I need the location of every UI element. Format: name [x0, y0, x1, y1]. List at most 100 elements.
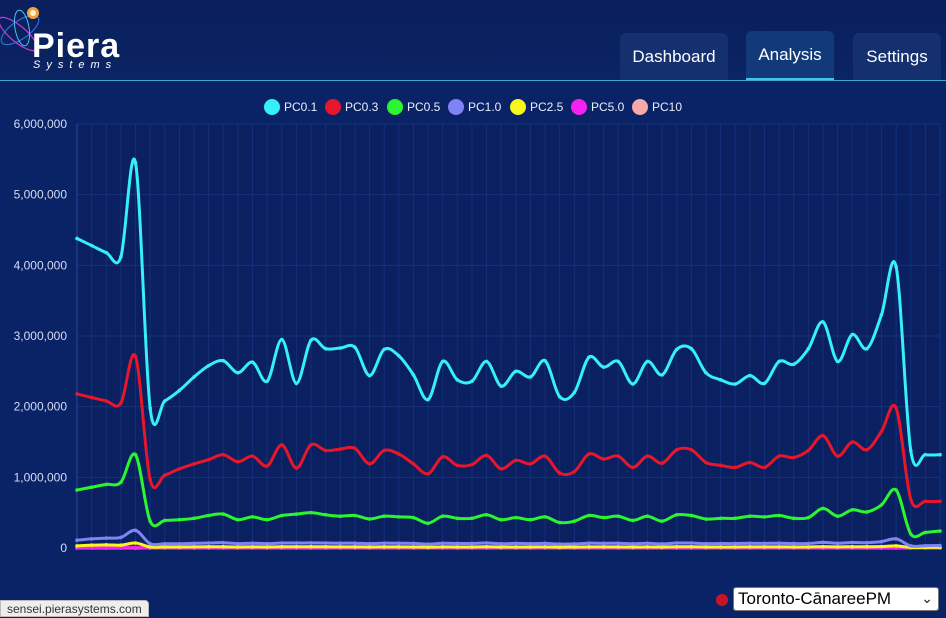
data-point	[280, 443, 284, 447]
data-point	[441, 541, 445, 545]
data-point	[338, 447, 342, 451]
data-point	[909, 497, 913, 501]
data-point	[850, 440, 854, 444]
piera-logo[interactable]: Piera Systems	[0, 0, 150, 78]
data-point	[646, 360, 650, 364]
data-point	[397, 354, 401, 358]
data-point	[733, 466, 737, 470]
data-point	[221, 512, 225, 516]
data-point	[221, 359, 225, 363]
data-point	[792, 545, 796, 549]
data-point	[207, 458, 211, 462]
data-point	[134, 355, 138, 359]
data-point	[660, 545, 664, 549]
data-point	[675, 348, 679, 352]
data-point	[412, 516, 416, 520]
data-point	[894, 488, 898, 492]
data-point	[163, 545, 167, 549]
data-point	[660, 373, 664, 377]
data-point	[75, 392, 79, 396]
y-tick-label: 3,000,000	[14, 329, 68, 343]
data-point	[777, 360, 781, 364]
data-point	[251, 454, 255, 458]
line-chart: 01,000,0002,000,0003,000,0004,000,0005,0…	[0, 82, 946, 602]
data-point	[704, 545, 708, 549]
data-point	[280, 541, 284, 545]
data-point	[368, 374, 372, 378]
data-point	[836, 541, 840, 545]
data-point	[499, 518, 503, 522]
legend-label: PC5.0	[591, 100, 625, 114]
data-point	[178, 542, 182, 546]
data-point	[382, 541, 386, 545]
legend-label: PC1.0	[468, 100, 502, 114]
tab-settings[interactable]: Settings	[853, 33, 941, 80]
data-point	[134, 545, 138, 549]
tab-dashboard[interactable]: Dashboard	[620, 33, 728, 80]
site-selector-value: Toronto-CānareePM	[738, 589, 891, 609]
legend-label: PC0.1	[284, 100, 318, 114]
data-point	[353, 541, 357, 545]
data-point	[75, 544, 79, 548]
y-tick-label: 5,000,000	[14, 188, 68, 202]
data-point	[719, 464, 723, 468]
data-point	[675, 513, 679, 517]
data-point	[178, 518, 182, 522]
data-point	[236, 518, 240, 522]
site-selector[interactable]: Toronto-CānareePM ⌄	[733, 587, 939, 611]
data-point	[880, 503, 884, 507]
data-point	[397, 545, 401, 549]
data-point	[924, 500, 928, 504]
data-point	[587, 541, 591, 545]
data-point	[499, 542, 503, 546]
data-point	[807, 545, 811, 549]
data-point	[207, 541, 211, 545]
data-point	[178, 389, 182, 393]
data-point	[456, 542, 460, 546]
data-point	[265, 545, 269, 549]
data-point	[602, 457, 606, 461]
data-point	[485, 545, 489, 549]
data-point	[178, 545, 182, 549]
data-point	[280, 338, 284, 342]
data-point	[792, 456, 796, 460]
data-point	[382, 348, 386, 352]
data-point	[748, 545, 752, 549]
data-point	[587, 355, 591, 359]
legend-swatch	[325, 99, 341, 115]
data-point	[192, 462, 196, 466]
data-point	[75, 237, 79, 241]
data-point	[675, 541, 679, 545]
data-point	[295, 541, 299, 545]
data-point	[660, 519, 664, 523]
data-point	[719, 542, 723, 546]
data-point	[441, 455, 445, 459]
data-point	[807, 449, 811, 453]
data-point	[441, 545, 445, 549]
chevron-down-icon: ⌄	[921, 590, 933, 607]
data-point	[777, 541, 781, 545]
data-point	[733, 542, 737, 546]
data-point	[880, 430, 884, 434]
data-point	[880, 540, 884, 544]
data-point	[134, 453, 138, 457]
tab-analysis[interactable]: Analysis	[746, 31, 834, 80]
y-tick-label: 6,000,000	[14, 117, 68, 131]
data-point	[426, 521, 430, 525]
data-point	[192, 517, 196, 521]
data-point	[309, 541, 313, 545]
data-point	[397, 515, 401, 519]
data-point	[660, 542, 664, 546]
data-point	[148, 406, 152, 410]
data-point	[192, 542, 196, 546]
data-point	[660, 461, 664, 465]
data-point	[807, 347, 811, 351]
data-point	[119, 255, 123, 259]
legend-label: PC10	[652, 100, 682, 114]
data-point	[470, 542, 474, 546]
data-point	[792, 362, 796, 366]
data-point	[265, 518, 269, 522]
data-point	[587, 545, 591, 549]
legend-swatch	[510, 99, 526, 115]
data-point	[499, 545, 503, 549]
